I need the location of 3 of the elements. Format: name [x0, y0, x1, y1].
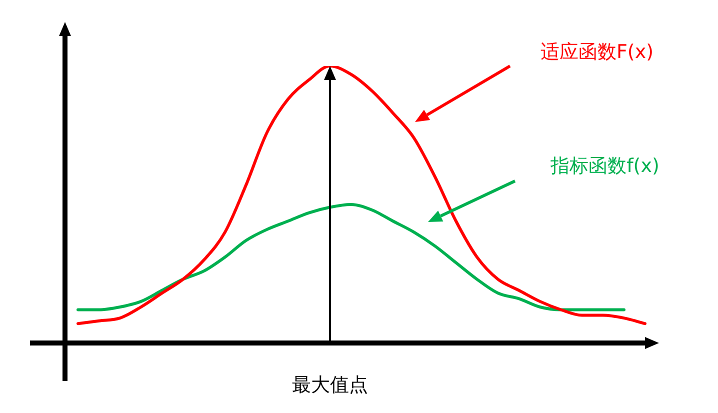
text: 适应函数F(x) [540, 40, 654, 65]
text: 最大值点 [292, 373, 368, 398]
annotation: 指标函数f(x) [550, 154, 660, 179]
